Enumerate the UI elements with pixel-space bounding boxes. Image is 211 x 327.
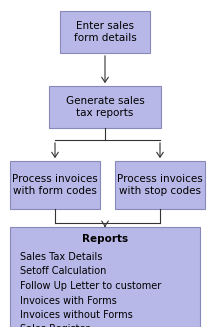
Text: Process invoices
with stop codes: Process invoices with stop codes xyxy=(117,174,203,196)
Text: Invoices with Forms: Invoices with Forms xyxy=(20,296,117,305)
Text: Sales Register: Sales Register xyxy=(20,324,89,327)
Text: Setoff Calculation: Setoff Calculation xyxy=(20,267,106,277)
Bar xyxy=(10,161,100,209)
Bar xyxy=(115,161,205,209)
Text: Follow Up Letter to customer: Follow Up Letter to customer xyxy=(20,281,161,291)
Bar xyxy=(49,86,161,128)
Bar xyxy=(60,11,150,53)
Text: Enter sales
form details: Enter sales form details xyxy=(74,21,136,43)
Bar xyxy=(10,227,200,327)
Text: Reports: Reports xyxy=(82,234,128,244)
Text: Invoices without Forms: Invoices without Forms xyxy=(20,310,133,320)
Text: Sales Tax Details: Sales Tax Details xyxy=(20,252,102,262)
Text: Generate sales
tax reports: Generate sales tax reports xyxy=(66,96,144,118)
Text: Process invoices
with form codes: Process invoices with form codes xyxy=(12,174,98,196)
